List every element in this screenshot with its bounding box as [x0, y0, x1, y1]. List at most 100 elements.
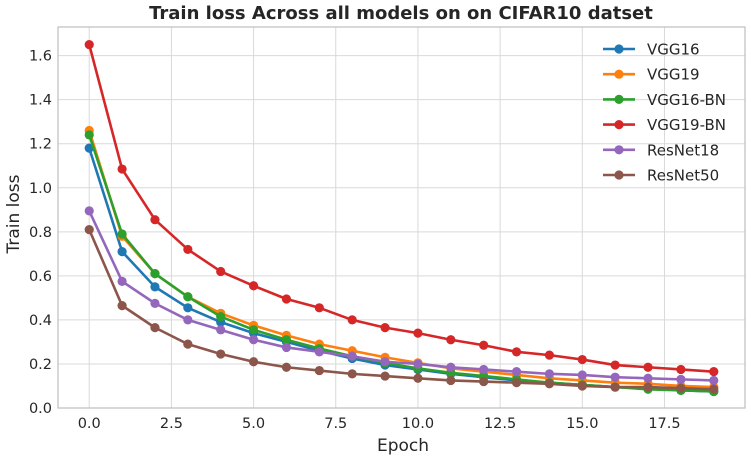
data-point-resnet18: [676, 374, 686, 384]
data-point-resnet50: [314, 365, 324, 376]
legend-item-vgg16-bn: VGG16-BN: [603, 91, 726, 109]
data-point-resnet50: [446, 375, 456, 386]
data-point-vgg16-bn: [117, 229, 127, 239]
x-tick-label: 12.5: [484, 416, 516, 432]
legend-marker: [614, 170, 624, 180]
y-tick-label: 0.0: [29, 401, 52, 417]
y-tick-label: 0.2: [29, 357, 52, 373]
data-point-vgg19-bn: [544, 350, 555, 360]
data-point-resnet50: [216, 349, 226, 359]
legend-item-resnet50: ResNet50: [603, 167, 719, 185]
data-point-resnet18: [380, 357, 390, 367]
data-point-vgg19-bn: [511, 347, 522, 357]
data-point-resnet18: [347, 351, 357, 361]
series-resnet18: [84, 206, 719, 386]
legend-marker: [614, 120, 624, 130]
legend-label: VGG19: [647, 66, 700, 84]
data-point-vgg19-bn: [84, 40, 94, 50]
legend-label: VGG19-BN: [647, 116, 726, 134]
data-point-resnet18: [117, 276, 127, 286]
data-point-resnet50: [479, 376, 489, 387]
legend-label: VGG16: [647, 41, 700, 59]
data-point-vgg16: [150, 282, 160, 292]
data-point-resnet18: [183, 315, 193, 325]
data-point-resnet50: [248, 357, 259, 367]
data-point-resnet50: [577, 381, 587, 391]
data-point-resnet18: [479, 364, 489, 375]
x-tick-label: 17.5: [648, 416, 680, 432]
data-point-vgg16-bn: [84, 130, 94, 140]
series-line-resnet18: [88, 210, 714, 382]
data-point-resnet18: [314, 347, 324, 357]
series-layer: [84, 40, 719, 397]
data-point-resnet18: [248, 335, 259, 345]
data-point-resnet50: [511, 378, 522, 388]
data-point-vgg19-bn: [709, 367, 719, 377]
data-point-resnet50: [676, 383, 686, 393]
x-tick-labels: 0.0 2.5 5.0 7.5 10.0 12.5 15.0 17.5: [78, 416, 681, 432]
y-tick-label: 1.2: [29, 137, 52, 153]
data-point-vgg19-bn: [117, 164, 127, 174]
data-point-vgg19-bn: [281, 294, 292, 304]
data-point-vgg19-bn: [610, 360, 620, 370]
data-point-resnet18: [446, 362, 456, 372]
data-point-vgg19-bn: [479, 340, 489, 350]
y-tick-label: 0.4: [29, 313, 52, 329]
data-point-resnet18: [709, 375, 719, 386]
y-tick-label: 0.8: [29, 225, 52, 241]
data-point-vgg19-bn: [248, 281, 259, 291]
legend-item-vgg19: VGG19: [603, 66, 700, 84]
data-point-vgg19-bn: [314, 303, 324, 313]
legend-item-vgg16: VGG16: [603, 41, 700, 59]
series-line-vgg19-bn: [87, 44, 714, 373]
legend-marker: [614, 145, 624, 155]
legend-marker: [614, 94, 624, 104]
legend-marker: [614, 69, 624, 79]
data-point-resnet50: [544, 379, 555, 389]
data-point-vgg16-bn: [183, 292, 193, 302]
legend-item-resnet18: ResNet18: [603, 141, 719, 159]
data-point-vgg19-bn: [380, 323, 390, 333]
y-tick-labels: 0.0 0.2 0.4 0.6 0.8 1.0 1.2 1.4 1.6: [29, 49, 52, 417]
data-point-vgg19-bn: [413, 328, 423, 338]
y-tick-label: 1.0: [29, 181, 52, 197]
series-resnet50: [84, 225, 719, 394]
data-point-resnet18: [281, 342, 292, 353]
data-point-resnet18: [216, 325, 226, 335]
data-point-vgg16-bn: [248, 325, 259, 335]
data-point-vgg16-bn: [281, 335, 292, 345]
x-tick-label: 5.0: [242, 416, 265, 432]
data-point-resnet50: [610, 382, 620, 392]
data-point-resnet50: [183, 339, 193, 349]
data-point-vgg19-bn: [347, 315, 357, 325]
data-point-vgg19-bn: [216, 266, 226, 277]
data-point-resnet50: [281, 362, 292, 372]
data-point-vgg16-bn: [216, 312, 226, 322]
data-point-resnet18: [643, 373, 653, 383]
y-axis-label: Train loss: [4, 174, 24, 254]
data-point-resnet50: [150, 323, 160, 333]
data-point-resnet50: [709, 384, 719, 394]
legend-marker: [614, 44, 624, 54]
y-tick-label: 0.6: [29, 269, 52, 285]
plot-frame: [57, 26, 746, 409]
data-point-resnet18: [610, 372, 620, 382]
data-point-resnet50: [413, 373, 423, 383]
data-point-vgg19-bn: [577, 354, 587, 365]
data-point-resnet50: [117, 300, 127, 311]
data-point-resnet18: [544, 369, 555, 379]
data-point-resnet18: [413, 359, 423, 369]
data-point-resnet50: [380, 371, 390, 381]
x-tick-label: 2.5: [160, 416, 183, 432]
data-point-vgg19-bn: [643, 362, 653, 372]
legend-label: ResNet50: [647, 167, 719, 185]
data-point-resnet50: [84, 225, 94, 235]
data-point-vgg19-bn: [446, 335, 456, 345]
data-point-vgg16-bn: [150, 269, 160, 279]
x-tick-label: 0.0: [78, 416, 101, 432]
data-point-vgg19-bn: [150, 215, 160, 225]
data-point-vgg16: [117, 247, 127, 257]
